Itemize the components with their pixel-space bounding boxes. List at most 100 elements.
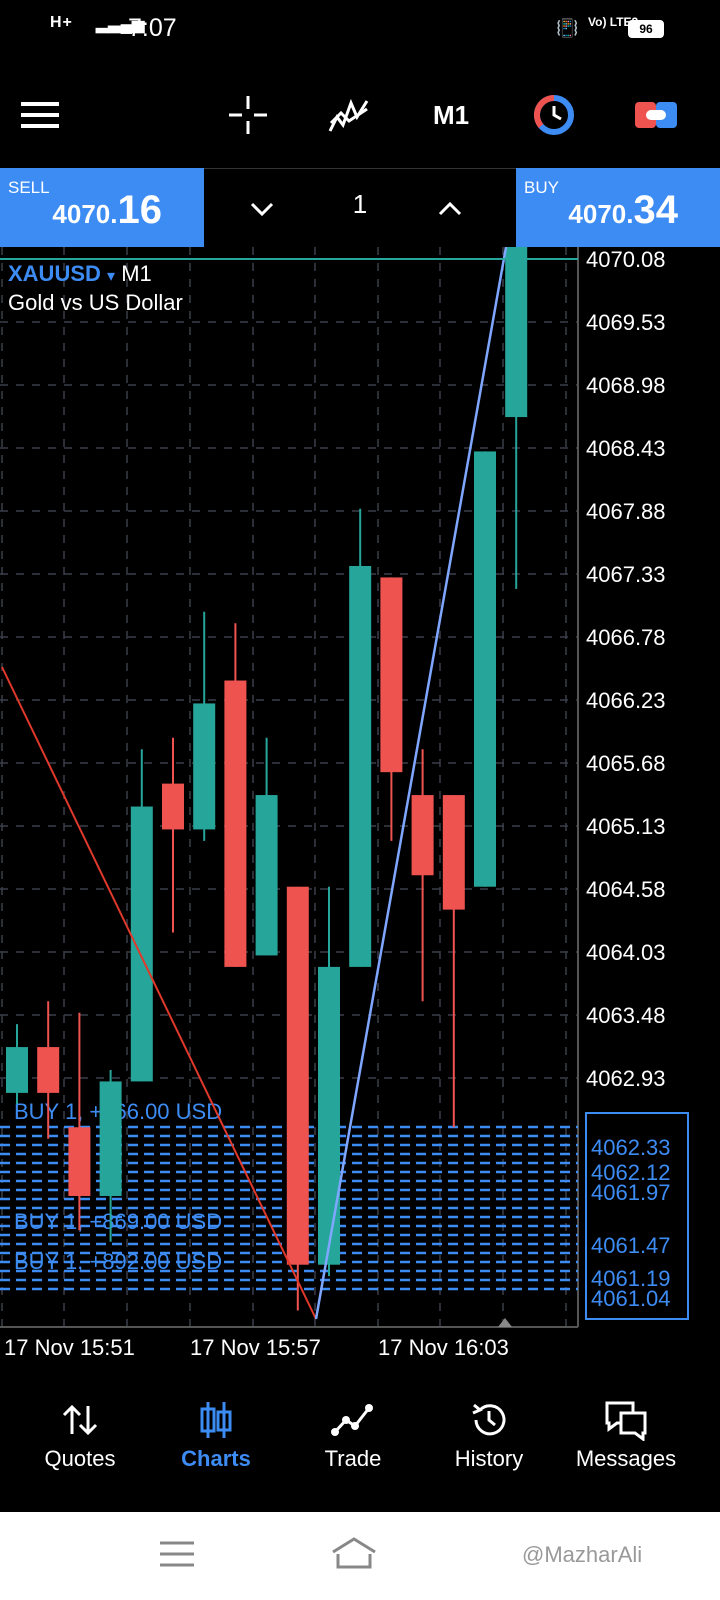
nav-quotes[interactable]: Quotes bbox=[10, 1392, 150, 1492]
candle-body bbox=[255, 795, 278, 956]
candle-body bbox=[442, 795, 465, 910]
system-navigation-bar: @MazharAli bbox=[0, 1512, 720, 1600]
x-axis-tick-label: 17 Nov 16:03 bbox=[378, 1335, 509, 1360]
crosshair-icon[interactable] bbox=[226, 70, 270, 160]
y-axis-tick-label: 4064.03 bbox=[586, 940, 666, 965]
y-axis-tick-label: 4064.58 bbox=[586, 877, 666, 902]
sell-price-prefix: 4070. bbox=[52, 199, 118, 229]
chart-canvas[interactable]: 4070.08 4069.53 4068.98 4068.43 4067.88 4067.… bbox=[0, 222, 720, 1383]
y-axis-tick-label: 4067.33 bbox=[586, 562, 666, 587]
trendline-red bbox=[1, 666, 317, 1320]
battery-icon: 96 bbox=[628, 20, 664, 38]
history-icon bbox=[419, 1392, 559, 1448]
nav-trade[interactable]: Trade bbox=[283, 1392, 423, 1492]
vibrate-icon: 📳 bbox=[556, 18, 579, 38]
bottom-nav: Quotes Charts Trade History Messages bbox=[0, 1392, 720, 1492]
candle-body bbox=[474, 451, 496, 887]
chevron-up-icon bbox=[438, 201, 462, 216]
clock-icon[interactable] bbox=[530, 70, 578, 160]
order-price-label: 4061.97 bbox=[591, 1180, 671, 1205]
signal2-icon: ▂▃▄▅ bbox=[96, 16, 145, 33]
candle-body bbox=[37, 1047, 60, 1093]
buy-label: BUY bbox=[524, 178, 559, 197]
order-price-label: 4061.47 bbox=[591, 1233, 671, 1258]
y-axis-tick-label: 4063.48 bbox=[586, 1003, 666, 1028]
quotes-icon bbox=[10, 1392, 150, 1448]
y-axis-tick-label: 4065.13 bbox=[586, 814, 666, 839]
order-price-label: 4061.19 bbox=[591, 1266, 671, 1291]
nav-label: History bbox=[454, 1446, 524, 1471]
order-price-box bbox=[585, 1112, 689, 1320]
nav-charts[interactable]: Charts bbox=[146, 1392, 286, 1492]
status-bar: H+ ▂▃▄▅ 7:07 📳 Vo) LTE2 96 bbox=[0, 0, 720, 58]
sell-button[interactable]: SELL 4070.16 bbox=[0, 168, 204, 247]
candle-body bbox=[224, 680, 247, 967]
symbol-description: Gold vs US Dollar bbox=[8, 290, 183, 315]
y-axis-tick-label: 4065.68 bbox=[586, 751, 666, 776]
y-axis-tick-label: 4068.43 bbox=[586, 436, 666, 461]
buy-price-big: 34 bbox=[633, 188, 679, 232]
candle-body bbox=[318, 966, 340, 1265]
symbol-timeframe: M1 bbox=[121, 261, 152, 286]
order-price-label: 4062.12 bbox=[591, 1160, 671, 1185]
volume-decrease-button[interactable] bbox=[242, 189, 282, 229]
recent-apps-icon[interactable] bbox=[160, 1540, 194, 1573]
candle-body bbox=[193, 703, 216, 830]
y-axis-tick-label: 4066.78 bbox=[586, 625, 666, 650]
volume-increase-button[interactable] bbox=[430, 189, 470, 229]
candle-body bbox=[349, 565, 372, 967]
home-icon[interactable] bbox=[330, 1536, 378, 1575]
watermark: @MazharAli bbox=[522, 1542, 643, 1567]
y-axis-tick-label: 4062.93 bbox=[586, 1066, 666, 1091]
trendline-blue bbox=[314, 246, 508, 1320]
order-price-label: 4062.33 bbox=[591, 1135, 671, 1160]
one-click-trading-icon[interactable] bbox=[632, 70, 680, 160]
messages-icon bbox=[556, 1392, 696, 1448]
y-axis-tick-label: 4070.08 bbox=[586, 247, 666, 272]
candle-body bbox=[99, 1081, 122, 1196]
nav-label: Trade bbox=[324, 1446, 382, 1471]
charts-icon bbox=[146, 1392, 286, 1448]
candle-body bbox=[6, 1047, 28, 1093]
nav-messages[interactable]: Messages bbox=[556, 1392, 696, 1492]
trade-icon bbox=[283, 1392, 423, 1448]
buy-price-prefix: 4070. bbox=[568, 199, 634, 229]
x-axis-tick-label: 17 Nov 15:57 bbox=[190, 1335, 321, 1360]
nav-label: Charts bbox=[181, 1446, 251, 1471]
candle-body bbox=[411, 795, 434, 876]
sell-price: 4070.16 bbox=[52, 188, 162, 233]
time-marker bbox=[498, 1318, 512, 1327]
timeframe-button[interactable]: M1 bbox=[432, 99, 470, 130]
x-axis-tick-label: 17 Nov 15:51 bbox=[4, 1335, 135, 1360]
volume-value[interactable]: 1 bbox=[352, 189, 368, 219]
volume-control: 1 bbox=[204, 168, 516, 247]
sell-label: SELL bbox=[8, 178, 50, 197]
candle-body bbox=[380, 577, 403, 773]
order-label: BUY 1, +892.00 USD bbox=[14, 1249, 222, 1274]
price-chart[interactable]: 4070.08 4069.53 4068.98 4068.43 4067.88 4067.… bbox=[0, 222, 720, 1383]
buy-price: 4070.34 bbox=[568, 188, 678, 233]
candle-body bbox=[130, 806, 153, 1082]
order-label: BUY 1, +869.00 USD bbox=[14, 1209, 222, 1234]
y-axis-tick-label: 4068.98 bbox=[586, 373, 666, 398]
candle-body bbox=[505, 245, 528, 418]
menu-icon[interactable] bbox=[18, 70, 62, 160]
indicators-icon[interactable] bbox=[326, 70, 372, 160]
candle-body bbox=[286, 886, 309, 1265]
volte-icon: Vo) LTE2 bbox=[588, 15, 639, 29]
symbol-dropdown-icon[interactable]: ▾ bbox=[107, 268, 116, 285]
buy-button[interactable]: BUY 4070.34 bbox=[516, 168, 720, 247]
nav-history[interactable]: History bbox=[419, 1392, 559, 1492]
y-axis-tick-label: 4067.88 bbox=[586, 499, 666, 524]
y-axis-tick-label: 4066.23 bbox=[586, 688, 666, 713]
nav-label: Quotes bbox=[44, 1446, 116, 1471]
nav-label: Messages bbox=[575, 1446, 677, 1471]
status-time: 7:07 bbox=[128, 14, 177, 42]
candle-body bbox=[68, 1127, 91, 1196]
signal-icon: H+ bbox=[50, 14, 73, 31]
candle-body bbox=[162, 783, 184, 830]
symbol-name[interactable]: XAUUSD bbox=[8, 261, 101, 286]
y-axis-tick-label: 4069.53 bbox=[586, 310, 666, 335]
chart-toolbar: M1 bbox=[0, 70, 720, 160]
chevron-down-icon bbox=[250, 202, 274, 217]
